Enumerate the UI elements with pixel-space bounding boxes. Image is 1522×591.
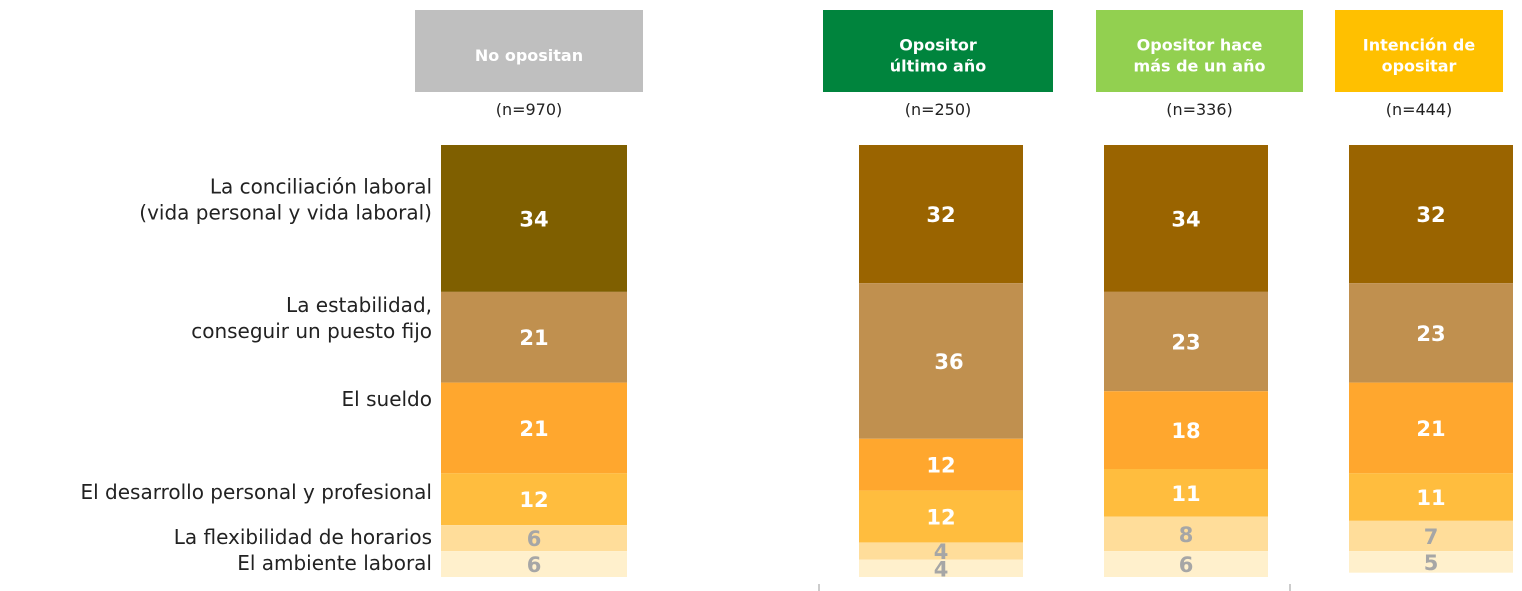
bar-segment xyxy=(1104,551,1268,577)
bar-segment xyxy=(441,291,627,383)
value-label: 12 xyxy=(519,488,548,512)
value-label: 12 xyxy=(926,506,955,530)
bar-segment xyxy=(1104,391,1268,469)
column-title: Opositor hace más de un año xyxy=(1134,35,1266,75)
value-label: 11 xyxy=(1416,486,1445,510)
value-label: 21 xyxy=(519,326,548,350)
bar-segment xyxy=(1104,145,1268,292)
value-label: 21 xyxy=(1416,417,1445,441)
legend-label: El desarrollo personal y profesional xyxy=(80,480,432,504)
value-label: 6 xyxy=(1179,553,1194,577)
bar-segment xyxy=(1104,291,1268,392)
column-header xyxy=(415,10,643,92)
bar-segment xyxy=(859,438,1023,491)
column-header xyxy=(823,10,1053,92)
value-label: 6 xyxy=(527,527,542,551)
value-label: 23 xyxy=(1171,331,1200,355)
value-label: 8 xyxy=(1179,523,1194,547)
value-label: 32 xyxy=(926,203,955,227)
value-label: 6 xyxy=(527,553,542,577)
bar-segment xyxy=(1349,520,1513,552)
sample-size: (n=250) xyxy=(905,100,972,119)
bar-segment xyxy=(859,145,1023,284)
value-label: 4 xyxy=(934,540,949,564)
value-label: 5 xyxy=(1424,551,1439,575)
legend-label: El ambiente laboral xyxy=(237,551,432,575)
legend-label: La estabilidad, conseguir un puesto fijo xyxy=(191,293,432,343)
column-title: Intención de opositar xyxy=(1363,35,1476,75)
bar-segment xyxy=(1349,283,1513,383)
bar-segment xyxy=(1104,469,1268,517)
column-header xyxy=(1335,10,1503,92)
value-label: 12 xyxy=(926,454,955,478)
bar-segment xyxy=(1349,382,1513,474)
value-label: 18 xyxy=(1171,419,1200,443)
bar-segment xyxy=(441,551,627,577)
bar-segment xyxy=(1104,516,1268,552)
sample-size: (n=970) xyxy=(496,100,563,119)
legend-label: La flexibilidad de horarios xyxy=(174,525,432,549)
bar-segment xyxy=(859,542,1023,560)
value-label: 36 xyxy=(934,350,963,374)
value-label: 23 xyxy=(1416,322,1445,346)
value-label: 21 xyxy=(519,417,548,441)
bar-segment xyxy=(441,382,627,474)
sample-size: (n=444) xyxy=(1386,100,1453,119)
value-label: 11 xyxy=(1171,482,1200,506)
column-header xyxy=(1096,10,1303,92)
legend-label: La conciliación laboral (vida personal y … xyxy=(139,174,432,224)
value-label: 32 xyxy=(1416,203,1445,227)
value-label: 7 xyxy=(1424,525,1439,549)
bar-segment xyxy=(1349,551,1513,573)
bar-segment xyxy=(859,559,1023,577)
legend-label: El sueldo xyxy=(342,386,432,410)
bar-segment xyxy=(441,473,627,526)
value-label: 34 xyxy=(1171,207,1200,231)
value-label: 34 xyxy=(519,207,548,231)
sample-size: (n=336) xyxy=(1166,100,1233,119)
bar-segment xyxy=(859,490,1023,543)
column-title: No opositan xyxy=(475,46,583,65)
value-label: 4 xyxy=(934,557,949,581)
bar-segment xyxy=(441,145,627,292)
column-title: Opositor último año xyxy=(890,35,986,75)
bar-segment xyxy=(441,525,627,552)
bar-segment xyxy=(1349,473,1513,521)
bar-segment xyxy=(1349,145,1513,284)
bar-segment xyxy=(859,283,1023,439)
